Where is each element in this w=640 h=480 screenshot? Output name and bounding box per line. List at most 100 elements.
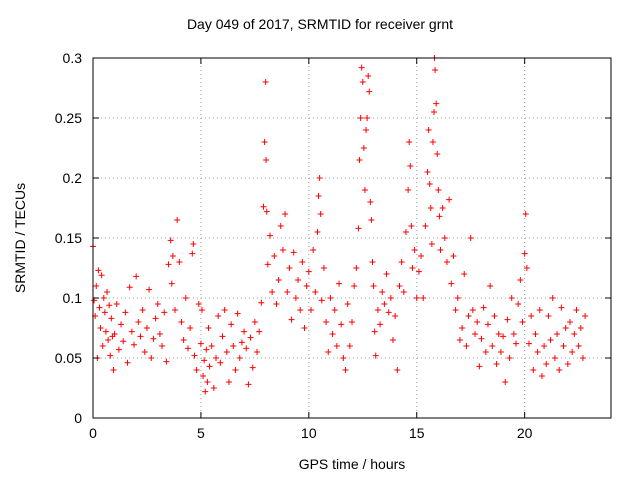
data-point	[277, 223, 284, 229]
data-point	[489, 343, 496, 349]
data-point	[249, 364, 256, 371]
data-point	[525, 340, 532, 347]
data-point	[243, 345, 250, 352]
y-tick-label: 0.25	[55, 110, 82, 126]
data-point	[425, 127, 432, 133]
data-point	[97, 325, 104, 331]
data-point	[467, 235, 474, 241]
data-point	[137, 333, 144, 340]
data-point	[424, 169, 431, 175]
data-point	[405, 187, 412, 193]
data-point	[165, 261, 172, 268]
data-point	[219, 333, 226, 340]
data-point	[100, 295, 107, 301]
data-point	[299, 259, 306, 265]
data-point	[521, 250, 528, 257]
data-point	[107, 352, 114, 359]
data-point	[409, 265, 416, 271]
data-point	[190, 241, 197, 247]
x-tick-label: 0	[89, 425, 97, 441]
data-point	[427, 205, 434, 211]
data-point	[213, 355, 220, 361]
data-point	[284, 289, 291, 295]
data-point	[193, 367, 200, 373]
y-tick-label: 0.15	[55, 230, 82, 246]
data-point	[208, 343, 215, 349]
data-point	[333, 343, 340, 349]
data-point	[124, 359, 131, 366]
data-point	[433, 100, 440, 107]
data-point	[519, 319, 526, 325]
data-point	[495, 331, 502, 337]
data-point	[182, 295, 189, 301]
y-tick-label: 0.3	[63, 50, 83, 66]
data-point	[108, 315, 115, 322]
data-point	[176, 259, 183, 265]
data-point	[206, 363, 213, 370]
data-point	[191, 352, 198, 359]
data-point	[204, 379, 211, 385]
data-point	[372, 352, 379, 359]
data-point	[390, 337, 397, 343]
data-point	[120, 338, 127, 345]
data-point	[402, 229, 409, 235]
data-point	[374, 307, 381, 313]
data-point	[115, 346, 122, 353]
data-point	[167, 237, 174, 244]
data-point	[110, 367, 117, 373]
data-point	[504, 316, 511, 323]
data-point	[139, 307, 146, 313]
data-point	[558, 304, 565, 311]
data-point	[260, 203, 267, 210]
data-point	[307, 307, 314, 313]
data-point	[474, 319, 481, 325]
data-point	[407, 163, 414, 169]
data-point	[506, 355, 513, 361]
data-point	[329, 331, 336, 337]
data-point	[258, 299, 265, 306]
data-point	[456, 337, 463, 343]
data-point	[263, 208, 270, 215]
data-point	[205, 325, 212, 331]
data-point	[303, 283, 310, 289]
data-point	[187, 325, 194, 331]
data-point	[126, 284, 133, 291]
data-point	[381, 301, 388, 307]
data-point	[368, 217, 375, 223]
data-point	[178, 319, 185, 325]
data-point	[286, 265, 293, 271]
data-point	[98, 272, 105, 279]
data-point	[230, 343, 237, 349]
data-point	[513, 340, 520, 347]
data-point	[361, 187, 368, 193]
data-point	[411, 247, 418, 253]
data-point	[571, 331, 578, 337]
data-point	[131, 341, 138, 348]
data-point	[541, 343, 548, 349]
data-point	[221, 307, 228, 313]
data-point	[556, 367, 563, 373]
x-tick-label: 10	[301, 425, 317, 441]
data-point	[331, 307, 338, 313]
data-point	[156, 331, 163, 337]
data-point	[582, 313, 589, 319]
data-point	[448, 280, 455, 287]
data-point	[128, 328, 135, 335]
data-point	[195, 301, 202, 307]
data-point	[327, 295, 334, 301]
data-point	[379, 289, 386, 295]
data-point	[428, 241, 435, 247]
data-point	[398, 259, 405, 265]
data-point	[163, 358, 170, 365]
x-axis-label: GPS time / hours	[298, 456, 406, 472]
data-point	[357, 115, 364, 121]
data-point	[168, 280, 175, 287]
data-point	[118, 321, 125, 328]
data-point	[174, 217, 181, 223]
data-point	[579, 355, 586, 361]
data-point	[366, 88, 373, 95]
y-axis-label: SRMTID / TECUs	[12, 182, 28, 294]
data-point	[197, 340, 204, 347]
data-point	[422, 223, 429, 229]
